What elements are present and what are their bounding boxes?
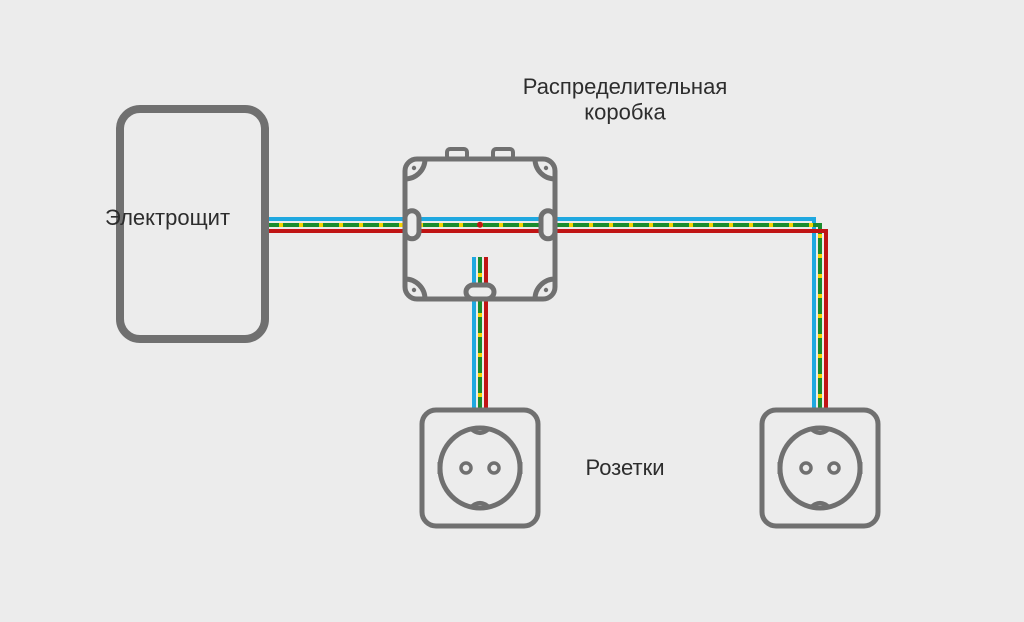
label-sockets: Розетки (585, 455, 664, 480)
socket-right (762, 410, 878, 526)
label-panel: Электрощит (105, 205, 230, 230)
label-junction-box: Распределительнаякоробка (523, 74, 727, 124)
wiring-diagram: Электрощит Распределительнаякоробка Розетк… (0, 0, 1024, 622)
diagram-svg: Электрощит Распределительнаякоробка Розетк… (0, 0, 1024, 622)
socket-left (422, 410, 538, 526)
